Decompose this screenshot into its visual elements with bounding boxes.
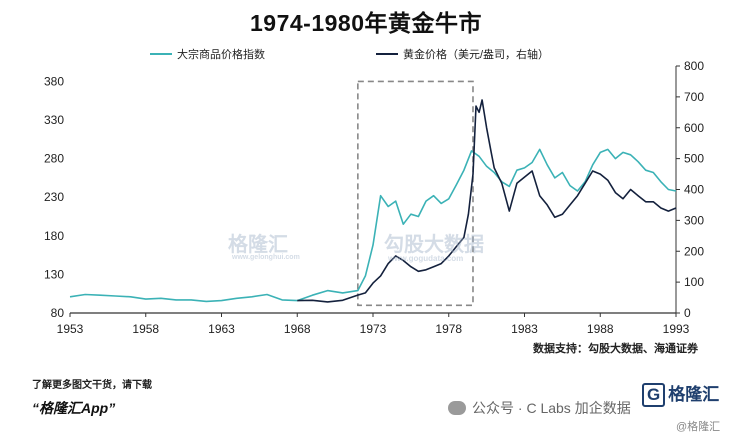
y-right-tick-label: 500 — [684, 152, 704, 166]
watermark-logo: 格隆汇 — [228, 234, 288, 256]
x-tick-label: 1958 — [132, 322, 159, 336]
x-tick-label: 1978 — [435, 322, 462, 336]
plot-area — [69, 80, 677, 307]
x-tick-label: 1968 — [284, 322, 311, 336]
footer-handle: @格隆汇 — [676, 421, 721, 433]
legend-label-1: 大宗商品价格指数 — [177, 47, 265, 61]
y-right-tick-label: 700 — [684, 90, 704, 104]
wechat-label: 公众号 · C Labs 加企数据 — [472, 400, 631, 416]
x-tick-label: 1988 — [587, 322, 614, 336]
y-right-tick-label: 600 — [684, 121, 704, 135]
y-left-tick-label: 180 — [44, 229, 64, 243]
highlight-box — [357, 80, 474, 307]
wechat-icon — [448, 401, 466, 415]
wechat-account[interactable]: 公众号 · C Labs 加企数据 — [448, 398, 631, 418]
y-right-tick-label: 0 — [684, 306, 691, 320]
y-left-tick-label: 130 — [44, 267, 64, 281]
commodity-index-line — [69, 148, 677, 303]
watermark-brand: 勾股大数据 — [384, 234, 484, 256]
gold-price-line — [297, 99, 677, 303]
footer-logo-text: 格隆汇 — [668, 385, 720, 404]
y-right-tick-label: 100 — [684, 275, 704, 289]
y-left-tick-label: 280 — [44, 152, 64, 166]
watermark-brand-url: www.gogudata.com — [388, 254, 464, 263]
footer-logo: G 格隆汇 — [642, 380, 719, 407]
source-note: 数据支持：勾股大数据、海通证券 — [533, 343, 698, 355]
y-left-tick-label: 330 — [44, 113, 64, 127]
y-left-tick-label: 380 — [44, 74, 64, 88]
x-tick-label: 1963 — [208, 322, 235, 336]
y-left-tick-label: 80 — [51, 306, 65, 320]
y-right-tick-label: 200 — [684, 244, 704, 258]
x-tick-label: 1953 — [57, 322, 84, 336]
chart-title: 1974-1980年黄金牛市 — [250, 10, 482, 36]
axes-group: 1953 1958 1963 1968 1973 1978 1983 1988 1993 80 13… — [44, 47, 704, 336]
watermark-logo-url: www.gelonghui.com — [232, 254, 300, 261]
footer-app-name[interactable]: “格隆汇App” — [32, 400, 116, 416]
y-right-tick-label: 400 — [684, 183, 704, 197]
y-right-tick-label: 300 — [684, 213, 704, 227]
y-left-tick-label: 230 — [44, 190, 64, 204]
x-tick-label: 1973 — [360, 322, 387, 336]
logo-g-mark: G — [642, 383, 666, 407]
footer: 了解更多图文干货，请下载 “格隆汇App” 公众号 · C Labs 加企数据 … — [0, 364, 732, 440]
legend-label-2: 黄金价格（美元/盎司，右轴） — [403, 47, 549, 61]
footer-note: 了解更多图文干货，请下载 — [32, 380, 152, 391]
x-tick-label: 1993 — [663, 322, 690, 336]
x-tick-label: 1983 — [511, 322, 538, 336]
y-right-tick-label: 800 — [684, 59, 704, 73]
